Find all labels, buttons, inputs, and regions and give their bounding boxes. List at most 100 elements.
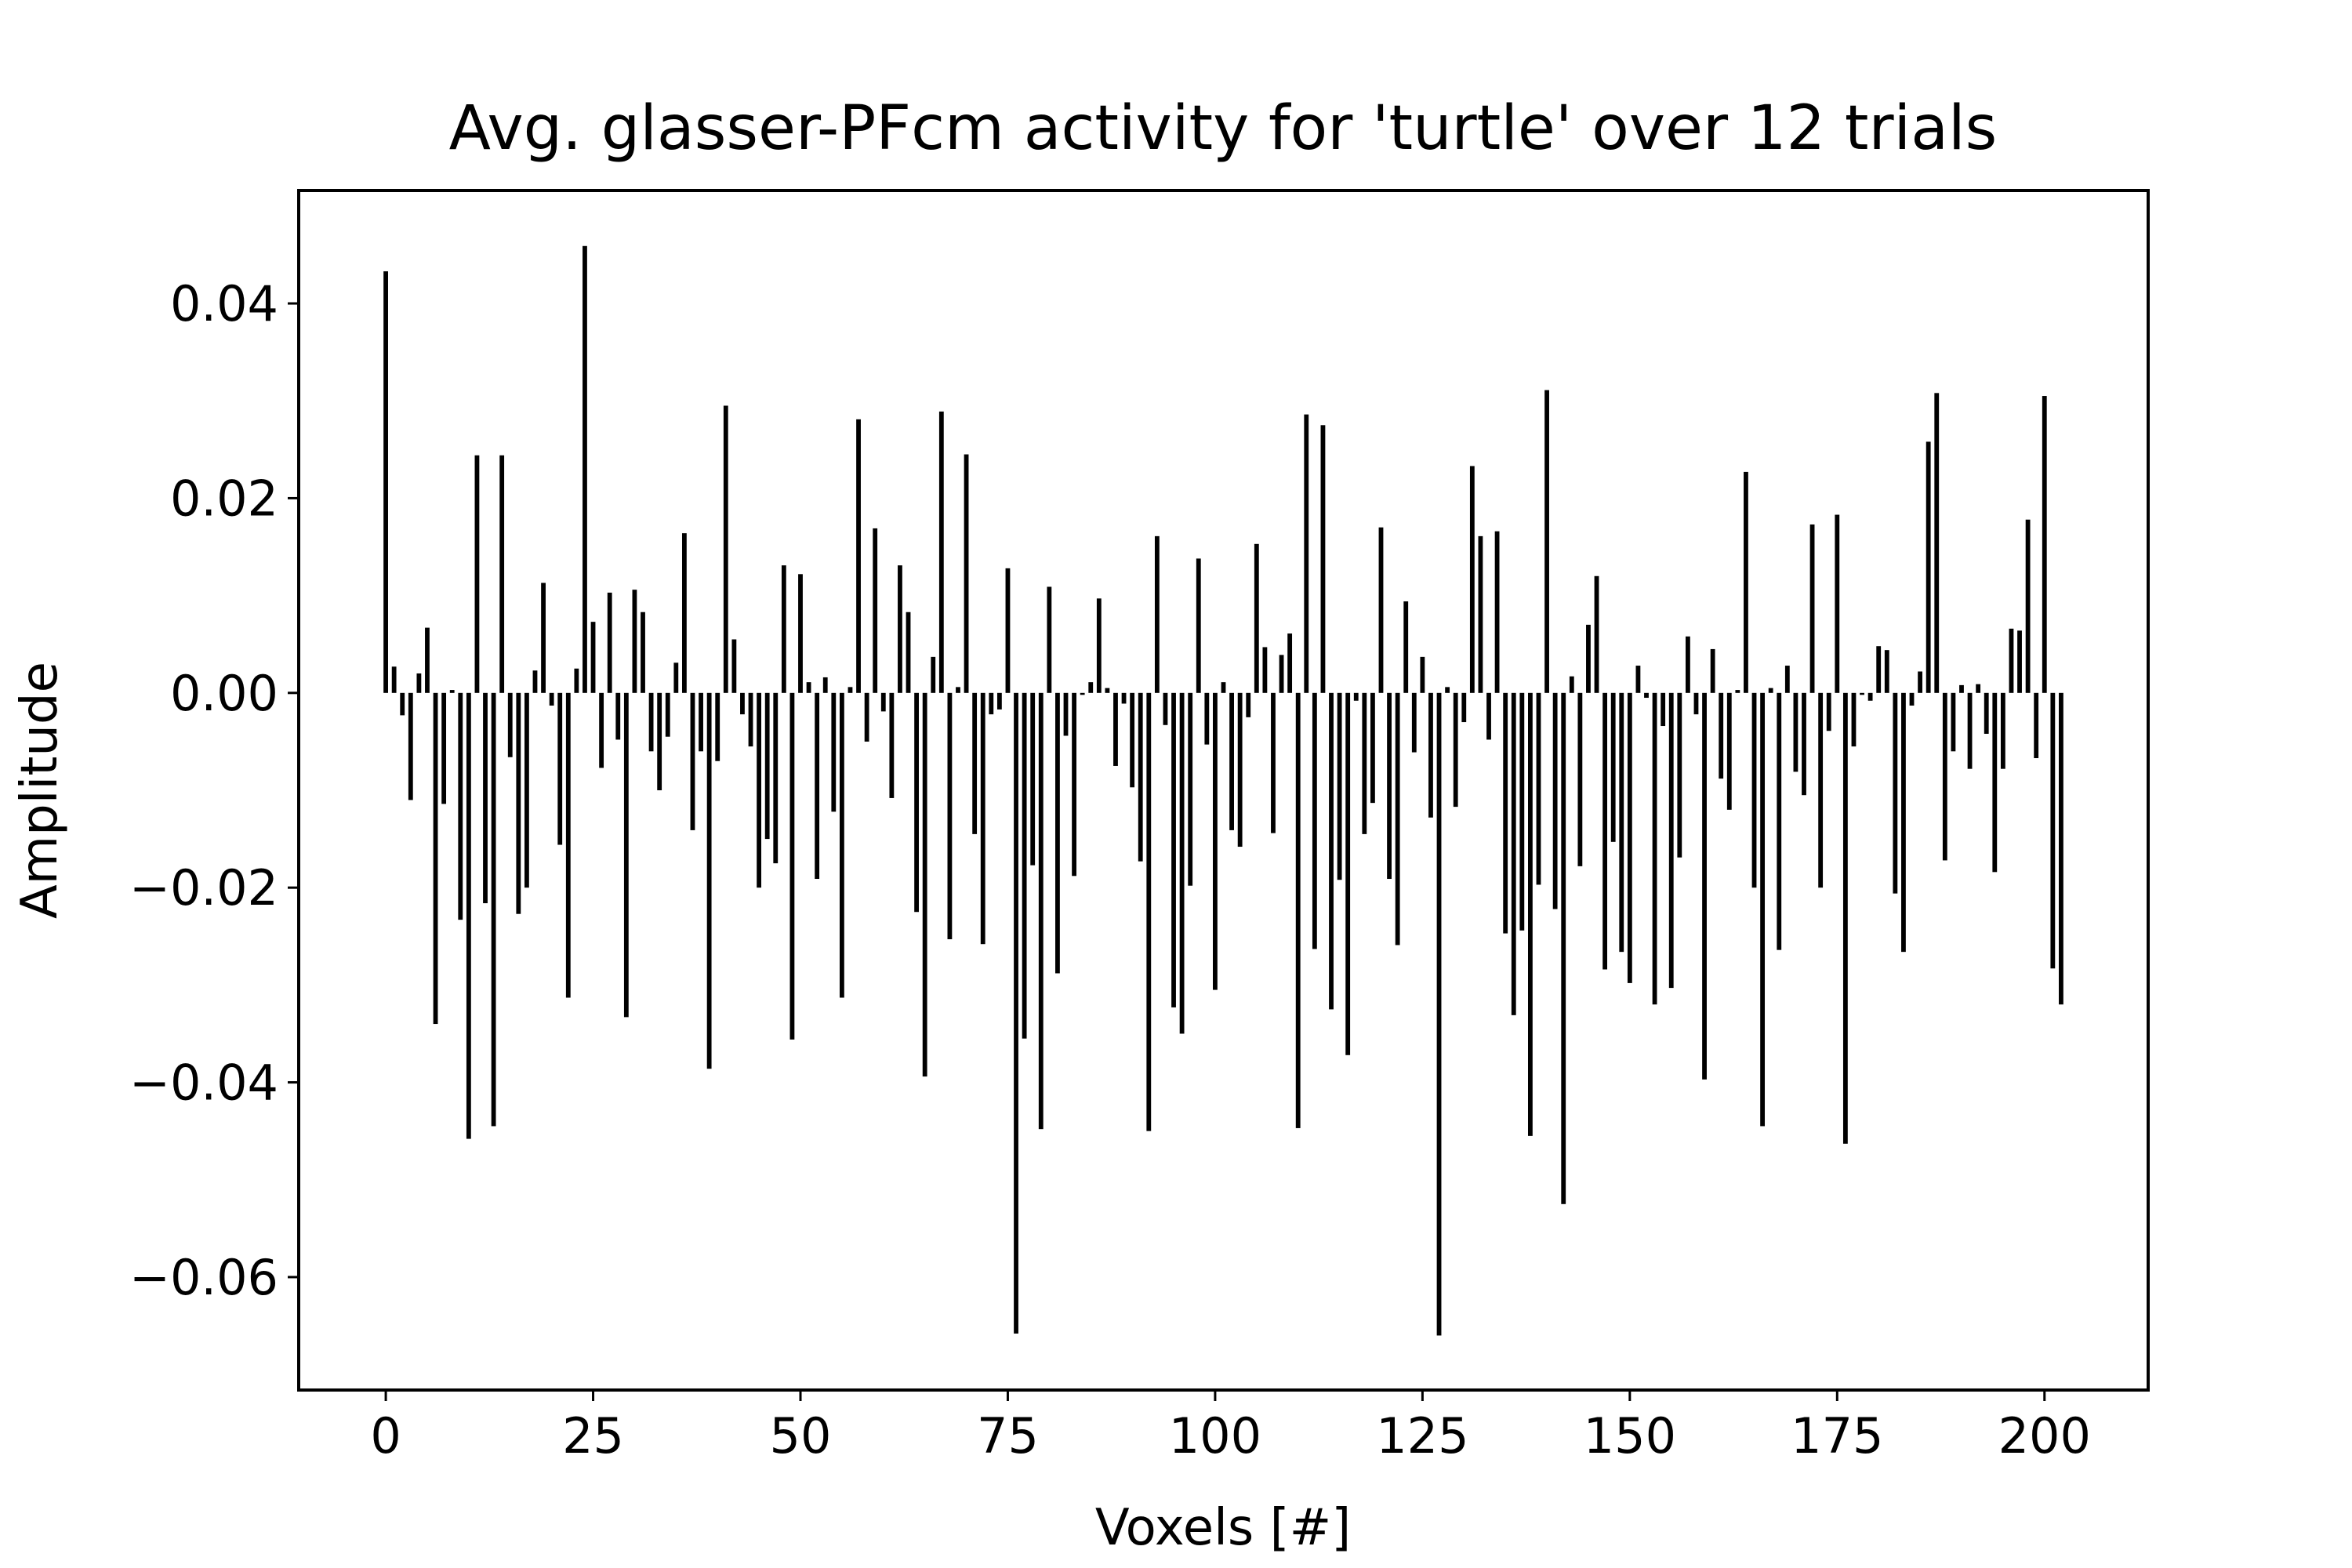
bar bbox=[1378, 527, 1384, 693]
bar bbox=[1860, 692, 1864, 695]
bar bbox=[889, 692, 895, 798]
bar bbox=[1312, 692, 1317, 949]
bar bbox=[1113, 692, 1118, 766]
bar bbox=[922, 692, 927, 1077]
bar bbox=[757, 692, 762, 888]
bar bbox=[1992, 692, 1998, 873]
bar bbox=[1486, 692, 1491, 740]
bar bbox=[583, 245, 587, 693]
bar bbox=[557, 692, 563, 845]
bar bbox=[615, 692, 621, 740]
x-tick-label: 150 bbox=[1584, 1407, 1676, 1465]
bar bbox=[1901, 692, 1906, 953]
bar bbox=[1287, 633, 1293, 693]
bar bbox=[996, 692, 1002, 710]
bar bbox=[1329, 692, 1334, 1010]
bar bbox=[1428, 692, 1433, 818]
bar bbox=[1602, 692, 1608, 970]
bar bbox=[1461, 692, 1467, 723]
bar bbox=[1154, 535, 1160, 693]
y-tick-label: −0.06 bbox=[129, 1249, 278, 1306]
bar bbox=[491, 692, 496, 1127]
bar bbox=[1038, 692, 1044, 1130]
bar bbox=[1719, 692, 1724, 779]
x-tick-label: 200 bbox=[1998, 1407, 2091, 1465]
y-tick-label: 0.02 bbox=[170, 470, 278, 527]
bar bbox=[1063, 692, 1069, 736]
bar bbox=[1726, 692, 1732, 810]
bar bbox=[1138, 692, 1143, 862]
bar bbox=[607, 592, 612, 693]
bar bbox=[880, 692, 886, 712]
bar bbox=[1793, 692, 1798, 772]
bar bbox=[864, 692, 869, 742]
bar bbox=[1942, 692, 1947, 861]
bar bbox=[1237, 692, 1243, 848]
x-axis-label: Voxels [#] bbox=[1095, 1499, 1351, 1557]
x-tick-label: 75 bbox=[977, 1407, 1039, 1465]
bar bbox=[831, 692, 837, 812]
bar bbox=[1370, 692, 1375, 804]
bar bbox=[699, 692, 703, 752]
x-tick-label: 175 bbox=[1791, 1407, 1883, 1465]
bar bbox=[1876, 646, 1882, 693]
bar bbox=[1295, 692, 1301, 1128]
bar bbox=[1304, 414, 1309, 693]
bar bbox=[1121, 692, 1127, 704]
bar bbox=[740, 692, 745, 715]
bar bbox=[938, 411, 944, 693]
bar bbox=[906, 612, 911, 693]
x-tick-label: 100 bbox=[1169, 1407, 1261, 1465]
bar bbox=[1320, 425, 1326, 693]
bar bbox=[1254, 543, 1259, 693]
bar bbox=[565, 692, 571, 998]
bar bbox=[1130, 692, 1135, 788]
bar bbox=[499, 455, 505, 693]
bar bbox=[723, 405, 728, 693]
bar bbox=[466, 692, 471, 1139]
bar bbox=[641, 612, 645, 693]
bar bbox=[1544, 390, 1549, 693]
bar bbox=[1262, 647, 1268, 693]
bar bbox=[1777, 692, 1782, 950]
bar bbox=[931, 656, 936, 693]
y-tick-label: 0.00 bbox=[170, 665, 278, 722]
bar bbox=[1710, 648, 1715, 693]
bar bbox=[549, 692, 554, 706]
bar bbox=[806, 682, 811, 693]
bar bbox=[1445, 687, 1450, 693]
bar bbox=[1072, 692, 1076, 877]
bar bbox=[731, 639, 737, 693]
bar bbox=[408, 692, 413, 800]
bar bbox=[1561, 692, 1566, 1204]
bar bbox=[1867, 692, 1873, 701]
bar bbox=[541, 583, 546, 693]
bar bbox=[1818, 692, 1824, 888]
bar bbox=[1527, 692, 1533, 1136]
bar bbox=[2034, 692, 2039, 759]
bar bbox=[1096, 598, 1102, 693]
bar bbox=[1702, 692, 1707, 1080]
bar bbox=[2009, 628, 2014, 693]
bar bbox=[1652, 692, 1657, 1005]
bar bbox=[706, 692, 712, 1069]
bar bbox=[1835, 514, 1840, 693]
bar bbox=[1735, 690, 1740, 693]
bar bbox=[1851, 692, 1857, 747]
bar bbox=[1478, 535, 1483, 693]
bar bbox=[1022, 692, 1027, 1039]
bar bbox=[507, 692, 513, 757]
x-tick-label: 25 bbox=[562, 1407, 624, 1465]
bar bbox=[1842, 692, 1848, 1144]
bar bbox=[416, 673, 422, 693]
bar bbox=[1918, 671, 1923, 693]
bar bbox=[391, 666, 397, 693]
bar bbox=[1080, 692, 1085, 695]
bar bbox=[1685, 636, 1690, 693]
bar bbox=[1784, 666, 1790, 693]
bar bbox=[980, 692, 985, 945]
bar bbox=[690, 692, 695, 830]
bar bbox=[1213, 692, 1218, 990]
bar bbox=[1909, 692, 1915, 706]
bar bbox=[1661, 692, 1666, 727]
